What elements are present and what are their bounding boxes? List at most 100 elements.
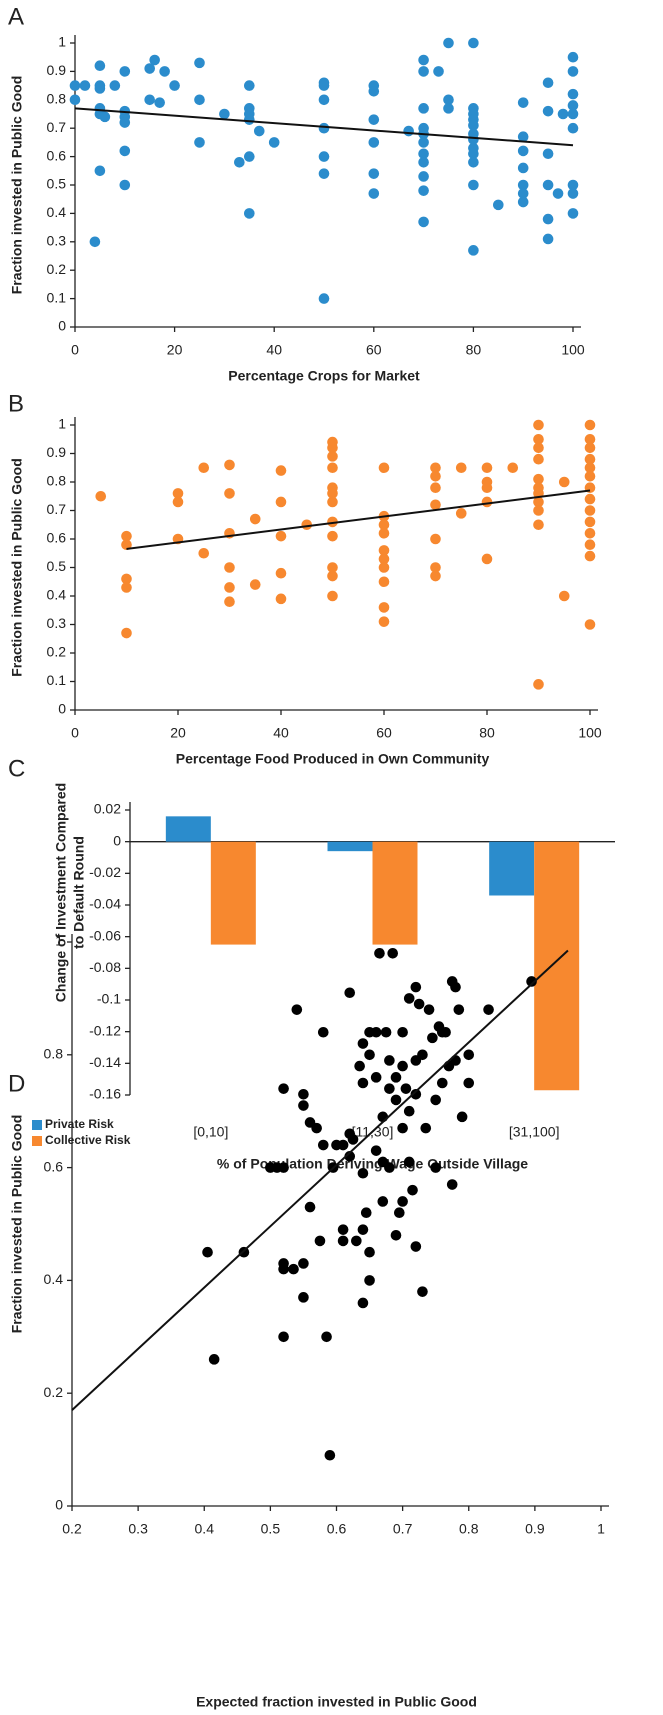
bar	[165, 816, 211, 842]
y-tick-label: 0.9	[47, 444, 67, 460]
y-axis-title: Fraction invested in Public Good	[9, 76, 25, 295]
point	[370, 1026, 382, 1038]
point	[219, 108, 230, 120]
point	[278, 1331, 289, 1343]
point	[301, 519, 313, 531]
point	[517, 145, 529, 157]
y-tick-label: 0.02	[94, 801, 121, 817]
point	[533, 433, 544, 445]
x-tick-label: [0,10]	[193, 1124, 228, 1140]
point	[94, 165, 106, 177]
point	[542, 213, 554, 225]
point	[418, 148, 429, 160]
point	[337, 1235, 349, 1247]
point	[403, 1105, 415, 1117]
point	[368, 168, 380, 179]
point	[347, 1134, 359, 1145]
point	[418, 216, 429, 228]
point	[384, 1162, 395, 1173]
point	[418, 66, 429, 77]
x-tick-label: 0	[71, 342, 79, 358]
point	[418, 54, 429, 66]
point	[481, 553, 493, 565]
point	[567, 100, 579, 111]
point	[397, 1122, 408, 1134]
point	[298, 1258, 309, 1269]
point	[368, 114, 380, 125]
point	[567, 179, 579, 191]
y-tick-label: 0.2	[44, 1384, 64, 1400]
point	[567, 66, 579, 77]
y-tick-label: 0.4	[47, 587, 67, 603]
point	[410, 1241, 422, 1252]
point	[533, 505, 544, 516]
point	[418, 171, 429, 182]
point	[249, 513, 261, 525]
point	[418, 137, 429, 148]
bar	[327, 841, 373, 852]
point	[403, 993, 415, 1004]
point	[584, 419, 596, 431]
point	[542, 148, 554, 160]
point	[403, 125, 414, 137]
point	[567, 51, 579, 63]
point	[364, 1049, 375, 1061]
point	[418, 156, 429, 168]
legend-swatch	[32, 1120, 42, 1130]
trend-line	[71, 949, 569, 1411]
x-tick-label: 1	[597, 1521, 605, 1537]
point	[119, 117, 131, 128]
point	[420, 1122, 432, 1134]
y-tick-label: 0.4	[47, 204, 67, 220]
point	[430, 1162, 441, 1173]
point	[337, 1139, 349, 1151]
point	[584, 453, 596, 465]
x-tick-label: 0.7	[393, 1521, 413, 1537]
point	[557, 108, 569, 120]
point	[327, 488, 338, 499]
point	[354, 1060, 365, 1072]
point	[368, 137, 380, 148]
point	[584, 550, 596, 562]
point	[121, 539, 132, 550]
y-tick-label: 0.8	[44, 1046, 64, 1062]
point	[318, 293, 330, 304]
point	[378, 562, 390, 573]
point	[380, 1026, 392, 1038]
point	[298, 1100, 309, 1111]
point	[378, 519, 390, 531]
point	[430, 482, 441, 494]
point	[202, 1246, 213, 1258]
point	[455, 508, 467, 519]
y-tick-label: 0.6	[47, 530, 67, 546]
point	[443, 103, 454, 114]
y-tick-label: 1	[58, 416, 66, 432]
point	[584, 528, 596, 539]
point	[397, 1026, 408, 1038]
point	[244, 114, 255, 125]
y-tick-label: 0.7	[47, 119, 67, 135]
point	[526, 976, 537, 987]
y-axis-title: to Default Round	[71, 836, 87, 949]
point	[584, 471, 596, 482]
point	[318, 122, 330, 134]
point	[450, 981, 461, 993]
point	[433, 66, 444, 77]
point	[327, 451, 338, 462]
point	[584, 442, 596, 454]
legend-label: Private Risk	[45, 1117, 114, 1131]
point	[304, 1201, 316, 1213]
point	[378, 462, 390, 474]
point	[533, 442, 544, 454]
point	[275, 593, 287, 605]
y-tick-label: 0.6	[44, 1158, 64, 1174]
point	[194, 137, 205, 148]
point	[121, 573, 132, 585]
point	[314, 1235, 326, 1247]
x-tick-label: 0.6	[327, 1521, 347, 1537]
point	[69, 80, 81, 91]
point	[327, 590, 338, 602]
point	[327, 570, 338, 582]
point	[224, 596, 235, 607]
